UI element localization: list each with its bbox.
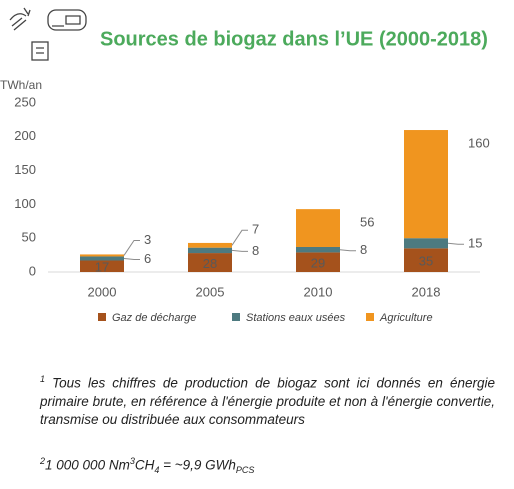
bar-segment [188, 242, 232, 248]
footnote-sub: PCS [235, 465, 255, 476]
footnote-2: 21 000 000 Nm3CH4 = ~9,9 GWhPCS [40, 452, 495, 479]
legend-label: Stations eaux usées [246, 312, 346, 324]
leader-line [231, 249, 248, 252]
legend-label: Gaz de décharge [112, 312, 196, 324]
footnote-marker: 1 [40, 374, 46, 384]
data-label: 29 [311, 256, 325, 271]
bar-segment [296, 252, 340, 272]
bar-segment [296, 246, 340, 253]
data-label: 28 [203, 256, 217, 271]
footnote-1: 1 Tous les chiffres de production de bio… [40, 370, 495, 429]
footnote-text: Tous les chiffres de production de bioga… [40, 375, 495, 427]
footnote-sup: 3 [129, 456, 135, 466]
y-tick-label: 50 [22, 230, 36, 245]
leader-line [231, 229, 248, 246]
legend-swatch [232, 313, 240, 321]
data-label: 8 [360, 242, 367, 257]
x-tick-label: 2010 [304, 284, 333, 299]
bar-segment [80, 254, 124, 257]
y-tick-label: 150 [14, 162, 36, 177]
legend-label: Agriculture [379, 312, 433, 324]
chart: Sources de biogaz dans l’UE (2000-2018) … [0, 7, 490, 324]
footnote-sub: 4 [154, 465, 160, 476]
bar-segment [188, 247, 232, 254]
data-label: 160 [468, 135, 490, 150]
y-tick-label: 250 [14, 94, 36, 109]
data-label: 56 [360, 215, 374, 230]
footnote-text: = ~9,9 GWh [159, 457, 236, 473]
data-label: 15 [468, 236, 482, 251]
bar-segment [80, 260, 124, 272]
leader-line [339, 249, 356, 252]
legend-swatch [98, 313, 106, 321]
y-axis-unit: TWh/an [0, 78, 42, 92]
legend-swatch [366, 313, 374, 321]
x-tick-label: 2000 [88, 284, 117, 299]
footnote-text: 1 000 000 Nm [45, 457, 130, 473]
leader-line [123, 257, 140, 260]
data-label: 7 [252, 222, 259, 237]
leader-line [447, 242, 464, 245]
footnote-text: CH [134, 457, 155, 473]
y-tick-label: 200 [14, 128, 36, 143]
data-label: 6 [144, 251, 151, 266]
icons [9, 7, 87, 61]
data-label: 8 [252, 243, 259, 258]
bar-segment [296, 209, 340, 247]
bar-segment [404, 248, 448, 272]
footnote-marker: 2 [40, 456, 46, 466]
bar-segment [80, 256, 124, 261]
y-tick-label: 100 [14, 196, 36, 211]
data-label: 3 [144, 232, 151, 247]
bar-segment [404, 130, 448, 239]
leader-line [123, 239, 140, 256]
bar-segment [188, 253, 232, 272]
x-tick-label: 2018 [412, 284, 441, 299]
bar-segment [404, 238, 448, 249]
chart-title: Sources de biogaz dans l’UE (2000-2018) [100, 28, 488, 50]
y-tick-label: 0 [29, 263, 36, 278]
x-tick-label: 2005 [196, 284, 225, 299]
data-label: 35 [419, 254, 433, 269]
data-label: 17 [95, 260, 109, 275]
